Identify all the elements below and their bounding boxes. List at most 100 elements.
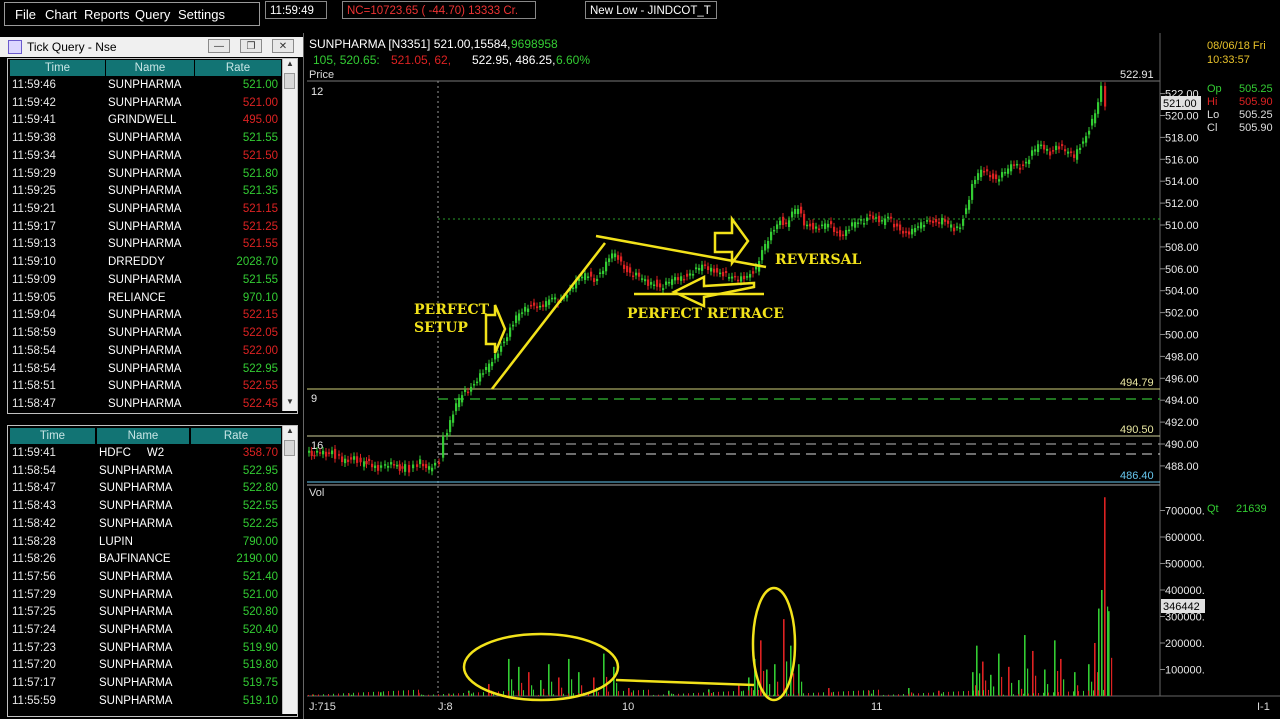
table-row[interactable]: 11:59:29 SUNPHARMA 521.80 <box>8 166 282 184</box>
menu-query[interactable]: Query <box>135 7 171 22</box>
volume-bar <box>1047 684 1049 696</box>
table-row[interactable]: 11:59:46 SUNPHARMA 521.00 <box>8 77 282 95</box>
table-row[interactable]: 11:57:17 SUNPHARMA 519.75 <box>8 675 282 693</box>
volume-bar <box>1018 693 1019 696</box>
table-row[interactable]: 11:58:26 BAJFINANCE 2190.00 <box>8 551 282 569</box>
table-row[interactable]: 11:59:34 SUNPHARMA 521.50 <box>8 148 282 166</box>
scroll-up-icon[interactable]: ▲ <box>286 426 294 435</box>
table-row[interactable]: 11:58:43 SUNPHARMA 522.55 <box>8 498 282 516</box>
volume-bar <box>548 694 549 696</box>
table-row[interactable]: 11:57:24 SUNPHARMA 520.40 <box>8 622 282 640</box>
table-row[interactable]: 11:57:25 SUNPHARMA 520.80 <box>8 604 282 622</box>
table-row[interactable]: 11:59:41 HDFC W2 358.70 <box>8 445 282 463</box>
x-label-0: J:715 <box>309 701 336 713</box>
candle-body <box>890 216 893 219</box>
volume-bar <box>918 693 919 696</box>
col-header-name[interactable]: Name <box>106 60 195 76</box>
volume-bar <box>533 689 534 696</box>
price-tick-label: 500.00 <box>1165 330 1199 342</box>
table-row[interactable]: 11:58:54 SUNPHARMA 522.95 <box>8 361 282 379</box>
volume-bar <box>713 692 714 696</box>
alert-ticker[interactable]: New Low - JINDCOT_T <box>585 1 717 19</box>
scroll-down-icon[interactable]: ▼ <box>286 397 294 406</box>
volume-bar <box>1088 690 1089 696</box>
price-tick-label: 504.00 <box>1165 286 1199 298</box>
candle-body <box>704 264 707 266</box>
row-rate: 521.55 <box>242 132 278 145</box>
scroll-thumb[interactable] <box>284 73 295 89</box>
volume-bar <box>1083 690 1084 696</box>
candle-body <box>728 277 731 279</box>
price-tick-label: 512.00 <box>1165 198 1199 210</box>
table-row[interactable]: 11:59:13 SUNPHARMA 521.55 <box>8 236 282 254</box>
ohlc-cl-label: Cl <box>1207 122 1217 134</box>
table-row[interactable]: 11:58:47 SUNPHARMA 522.45 <box>8 396 282 414</box>
candle-body <box>310 450 313 457</box>
volume-bar <box>1104 497 1106 696</box>
table-row[interactable]: 11:58:28 LUPIN 790.00 <box>8 534 282 552</box>
index-ticker[interactable]: NC=10723.65 ( -44.70) 13333 Cr. <box>342 1 536 19</box>
scroll-up-icon[interactable]: ▲ <box>286 59 294 68</box>
scrollbar[interactable]: ▲ ▼ <box>282 59 297 411</box>
scroll-thumb[interactable] <box>284 440 295 456</box>
candle-body <box>363 461 366 467</box>
menu-settings[interactable]: Settings <box>178 7 225 22</box>
row-rate: 522.15 <box>242 309 278 322</box>
tick-table-2: Time Name Rate 11:59:41 HDFC W2 358.70 11:5… <box>7 425 298 717</box>
candle-body <box>662 288 665 291</box>
row-rate: 521.40 <box>242 570 278 583</box>
table-row[interactable]: 11:58:51 SUNPHARMA 522.55 <box>8 378 282 396</box>
table-row[interactable]: 11:57:20 SUNPHARMA 519.80 <box>8 657 282 675</box>
volume-bar <box>368 692 369 696</box>
table-row[interactable]: 11:59:05 RELIANCE 970.10 <box>8 290 282 308</box>
table-row[interactable]: 11:57:23 SUNPHARMA 519.90 <box>8 640 282 658</box>
window-titlebar[interactable]: Tick Query - Nse — ❐ ✕ <box>0 37 303 57</box>
volume-bar <box>1003 694 1004 696</box>
price-tick-label: 516.00 <box>1165 154 1199 166</box>
row-time: 11:59:05 <box>12 291 56 304</box>
table-row[interactable]: 11:58:59 SUNPHARMA 522.05 <box>8 325 282 343</box>
col2-header-name[interactable]: Name <box>97 428 190 444</box>
col2-header-time[interactable]: Time <box>10 428 96 444</box>
table-row[interactable]: 11:59:10 DRREDDY 2028.70 <box>8 254 282 272</box>
minimize-icon[interactable]: — <box>208 39 230 53</box>
chart-window[interactable]: SUNPHARMA [N3351] 521.00,15584, 9698958 … <box>303 33 1280 719</box>
volume-bar <box>843 691 844 696</box>
table-row[interactable]: 11:59:09 SUNPHARMA 521.55 <box>8 272 282 290</box>
scrollbar-2[interactable]: ▲ <box>282 426 297 714</box>
candle-body <box>1001 172 1004 178</box>
setup-arrow-icon <box>484 304 507 354</box>
table-row[interactable]: 11:58:54 SUNPHARMA 522.00 <box>8 343 282 361</box>
table-row[interactable]: 11:59:25 SUNPHARMA 521.35 <box>8 183 282 201</box>
col-header-rate[interactable]: Rate <box>195 60 282 76</box>
candle-body <box>986 169 989 172</box>
volume-bar <box>972 672 974 696</box>
table-row[interactable]: 11:57:56 SUNPHARMA 521.40 <box>8 569 282 587</box>
candlestick-chart[interactable]: SUNPHARMA [N3351] 521.00,15584, 9698958 … <box>304 33 1280 719</box>
candle-body <box>1034 149 1037 152</box>
table-row[interactable]: 11:58:42 SUNPHARMA 522.25 <box>8 516 282 534</box>
col-header-time[interactable]: Time <box>10 60 106 76</box>
table-row[interactable]: 11:58:47 SUNPHARMA 522.80 <box>8 480 282 498</box>
table-row[interactable]: 11:57:29 SUNPHARMA 521.00 <box>8 587 282 605</box>
table-row[interactable]: 11:59:41 GRINDWELL 495.00 <box>8 112 282 130</box>
candle-body <box>854 222 857 228</box>
table-row[interactable]: 11:58:54 SUNPHARMA 522.95 <box>8 463 282 481</box>
table-row[interactable]: 11:59:42 SUNPHARMA 521.00 <box>8 95 282 113</box>
menu-file[interactable]: File <box>15 7 36 22</box>
close-icon[interactable]: ✕ <box>272 39 294 53</box>
row-time: 11:59:21 <box>12 203 56 216</box>
table-row[interactable]: 11:59:38 SUNPHARMA 521.55 <box>8 130 282 148</box>
restore-icon[interactable]: ❐ <box>240 39 262 53</box>
menu-reports[interactable]: Reports <box>84 7 130 22</box>
volume-tick-label: 400000. <box>1165 585 1205 597</box>
price-label: Price <box>309 69 334 81</box>
volume-connector-line <box>615 678 755 687</box>
col2-header-rate[interactable]: Rate <box>191 428 282 444</box>
table-row[interactable]: 11:59:04 SUNPHARMA 522.15 <box>8 307 282 325</box>
row-time: 11:59:46 <box>12 79 56 91</box>
menu-chart[interactable]: Chart <box>45 7 77 22</box>
table-row[interactable]: 11:55:59 SUNPHARMA 519.10 <box>8 693 282 711</box>
table-row[interactable]: 11:59:21 SUNPHARMA 521.15 <box>8 201 282 219</box>
table-row[interactable]: 11:59:17 SUNPHARMA 521.25 <box>8 219 282 237</box>
